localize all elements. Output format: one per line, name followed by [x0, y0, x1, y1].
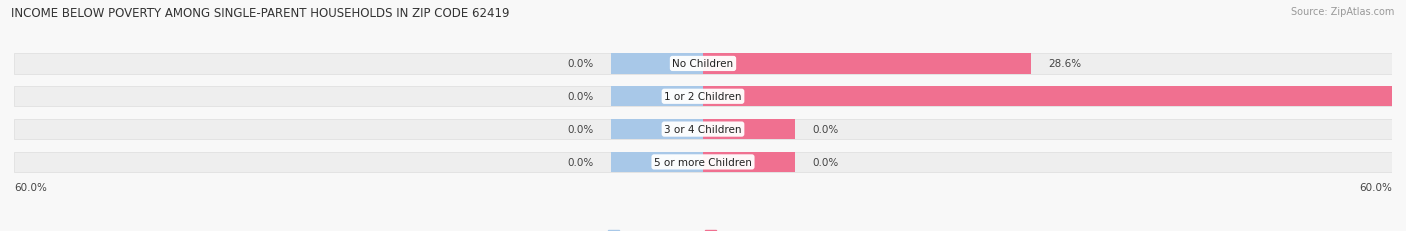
- Text: 0.0%: 0.0%: [568, 157, 593, 167]
- Bar: [612, 87, 703, 107]
- Text: 5 or more Children: 5 or more Children: [654, 157, 752, 167]
- Text: 60.0%: 60.0%: [1360, 182, 1392, 192]
- Bar: [14, 54, 1392, 74]
- Bar: [703, 87, 1392, 107]
- Text: 60.0%: 60.0%: [14, 182, 46, 192]
- Text: 0.0%: 0.0%: [568, 59, 593, 69]
- Text: INCOME BELOW POVERTY AMONG SINGLE-PARENT HOUSEHOLDS IN ZIP CODE 62419: INCOME BELOW POVERTY AMONG SINGLE-PARENT…: [11, 7, 510, 20]
- Text: 0.0%: 0.0%: [568, 92, 593, 102]
- Bar: [703, 119, 794, 140]
- Bar: [703, 54, 1032, 74]
- Text: 3 or 4 Children: 3 or 4 Children: [664, 125, 742, 134]
- Bar: [612, 119, 703, 140]
- Bar: [14, 152, 1392, 172]
- Text: Source: ZipAtlas.com: Source: ZipAtlas.com: [1291, 7, 1395, 17]
- Legend: Single Father, Single Mother: Single Father, Single Mother: [603, 225, 803, 231]
- Text: 0.0%: 0.0%: [813, 157, 838, 167]
- Text: 0.0%: 0.0%: [813, 125, 838, 134]
- Text: No Children: No Children: [672, 59, 734, 69]
- Text: 0.0%: 0.0%: [568, 125, 593, 134]
- Bar: [703, 152, 794, 172]
- Text: 28.6%: 28.6%: [1049, 59, 1081, 69]
- Bar: [612, 152, 703, 172]
- Bar: [14, 119, 1392, 140]
- Bar: [612, 54, 703, 74]
- Text: 1 or 2 Children: 1 or 2 Children: [664, 92, 742, 102]
- Bar: [14, 87, 1392, 107]
